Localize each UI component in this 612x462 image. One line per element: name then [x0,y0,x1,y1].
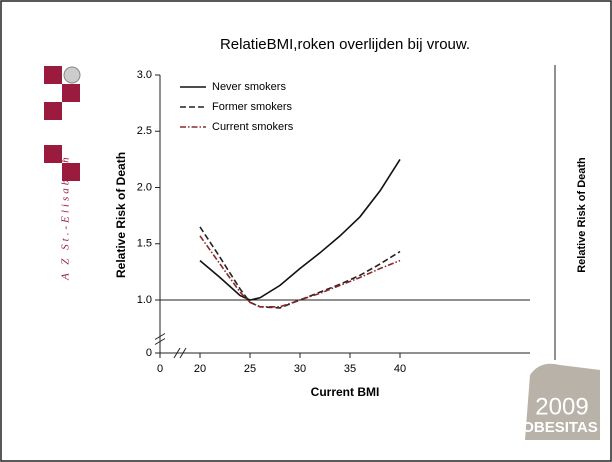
logo-square [44,102,62,120]
logo-shape [525,363,600,440]
y-axis-label: Relative Risk of Death [114,152,128,278]
x-axis-label: Current BMI [311,385,380,399]
obesitas-logo: 2009 OBESITAS AZ ST.-ELISABETH [522,363,607,440]
axis-break [173,347,187,359]
y-tick-label: 3.0 [137,69,152,81]
hospital-name: A Z St.-Elisabeth [60,154,72,281]
x-tick-label: 25 [244,363,256,375]
y-tick-label: 2.5 [137,125,152,137]
series-line [199,235,401,308]
legend-label: Former smokers [212,101,293,113]
axis-break [154,333,166,345]
series-line [199,158,401,301]
side-logo: A Z St.-Elisabeth [44,66,81,281]
y-tick-label: 1.5 [137,238,152,250]
y-tick-label: 0 [146,347,152,359]
legend-label: Current smokers [212,121,294,133]
logo-square [44,66,62,84]
y-tick-label: 1.0 [137,294,152,306]
x-tick-label: 0 [157,363,163,375]
series-line [199,226,401,309]
logo-year: 2009 [535,393,588,420]
logo-seal [63,66,81,84]
chart-title: RelatieBMI,roken overlijden bij vrouw. [220,36,470,53]
x-tick-label: 35 [344,363,356,375]
x-tick-label: 30 [294,363,306,375]
x-tick-label: 20 [194,363,206,375]
logo-square [62,163,80,181]
legend-label: Never smokers [212,81,286,93]
logo-word: OBESITAS [522,419,598,436]
logo-side: AZ ST.-ELISABETH [601,388,607,433]
right-axis-label: Relative Risk of Death [576,157,588,273]
logo-square [44,145,62,163]
y-tick-label: 2.0 [137,181,152,193]
logo-square [62,84,80,102]
x-tick-label: 40 [394,363,406,375]
